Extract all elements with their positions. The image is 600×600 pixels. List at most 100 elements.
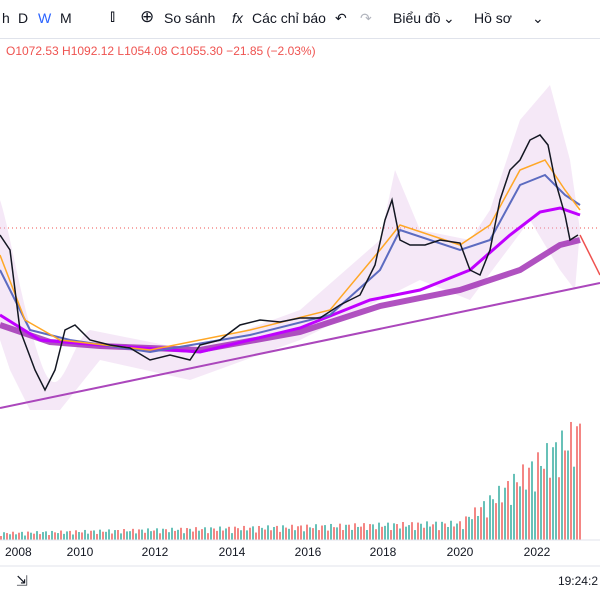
volume-bar (15, 534, 17, 540)
volume-bar (57, 533, 59, 540)
time-label: 2016 (295, 545, 322, 559)
volume-bar (366, 530, 368, 540)
volume-bar (438, 530, 440, 540)
volume-bar (360, 526, 362, 540)
volume-bar (477, 515, 479, 540)
chart-menu[interactable]: Biểu đồ (393, 10, 441, 26)
volume-bar (90, 530, 92, 540)
volume-bar (573, 466, 575, 540)
profile-menu[interactable]: Hồ sơ (474, 10, 512, 26)
volume-bar (294, 530, 296, 540)
time-label: 2014 (219, 545, 246, 559)
volume-bar (384, 525, 386, 540)
volume-bar (75, 530, 77, 540)
volume-bar (234, 526, 236, 540)
ma-faster (0, 159, 581, 351)
volume-bar (288, 528, 290, 540)
chevron[interactable]: ⌄ (443, 10, 455, 26)
volume-bar (336, 527, 338, 540)
volume-bar (216, 530, 218, 540)
volume-bar (162, 528, 164, 540)
volume-bar (114, 530, 116, 540)
volume-bar (6, 533, 8, 540)
volume-bar (81, 532, 83, 540)
volume-bar (186, 528, 188, 540)
volume-bar (528, 467, 530, 540)
volume-bar (132, 528, 134, 540)
volume-bar (84, 529, 86, 540)
volume-bar (312, 528, 314, 540)
volume-bar (435, 521, 437, 540)
interval[interactable]: D (18, 10, 29, 26)
volume-bar (510, 504, 512, 540)
compare-icon[interactable]: ⊕ (140, 7, 155, 26)
volume-bar (342, 530, 344, 540)
volume-bar (411, 522, 413, 540)
volume-bar (399, 528, 401, 540)
compare-button[interactable]: So sánh (164, 10, 216, 26)
time-label: 2008 (5, 545, 32, 559)
redo[interactable]: ↷ (360, 10, 372, 26)
volume-bar (315, 524, 317, 540)
volume-bar (108, 529, 110, 540)
volume-bar (549, 477, 551, 540)
volume-bar (87, 533, 89, 540)
volume-bar (396, 524, 398, 540)
volume-bar (369, 524, 371, 540)
interval[interactable]: M (60, 10, 72, 26)
volume-bar (450, 520, 452, 540)
volume-bar (324, 525, 326, 540)
interval[interactable]: h (2, 10, 10, 26)
volume-bar (264, 529, 266, 540)
volume-bar (12, 531, 14, 540)
volume-bar (129, 531, 131, 540)
volume-bar (252, 526, 254, 540)
volume-bar (279, 531, 281, 540)
volume-bar (501, 502, 503, 540)
volume-bar (405, 526, 407, 540)
volume-bar (153, 530, 155, 540)
volume-bar (453, 526, 455, 540)
volume-bar (0, 536, 2, 540)
volume-bar (321, 525, 323, 540)
volume-bar (156, 528, 158, 540)
time-label: 2010 (67, 545, 94, 559)
volume-bar (267, 525, 269, 540)
volume-bar (432, 524, 434, 540)
volume-bar (522, 464, 524, 540)
undo[interactable]: ↶ (335, 10, 347, 26)
volume-bar (306, 524, 308, 540)
volume-bar (486, 517, 488, 540)
chevron[interactable]: ⌄ (532, 10, 544, 26)
volume-bar (378, 522, 380, 540)
volume-bar (300, 525, 302, 540)
indicators-button[interactable]: Các chỉ báo (252, 10, 326, 26)
volume-bar (141, 529, 143, 540)
volume-bar (144, 532, 146, 540)
volume-bar (258, 525, 260, 540)
volume-bar (363, 523, 365, 540)
volume-bar (339, 523, 341, 540)
volume-bar (387, 522, 389, 540)
volume-bar (195, 527, 197, 540)
candle-icon[interactable]: ⫾ (110, 8, 116, 25)
toolbar: h D W M ⫾ ⊕ So sánh fx Các chỉ báo ↶ ↷ B… (0, 0, 600, 39)
volume-bar (462, 529, 464, 540)
volume-bar (393, 523, 395, 540)
volume-bar (66, 531, 68, 540)
volume-bar (246, 530, 248, 540)
fx-icon[interactable]: fx (232, 10, 243, 26)
volume-bar (111, 533, 113, 540)
volume-bar (39, 534, 41, 540)
volume-bar (78, 532, 80, 540)
volume-bar (441, 521, 443, 540)
projection (579, 234, 600, 276)
volume-bar (168, 532, 170, 540)
volume-bar (375, 529, 377, 540)
range-icon[interactable]: ⇲ (16, 573, 28, 589)
volume-bar (513, 473, 515, 540)
volume-bar (570, 421, 572, 540)
volume-bar (327, 530, 329, 540)
interval[interactable]: W (38, 10, 52, 26)
